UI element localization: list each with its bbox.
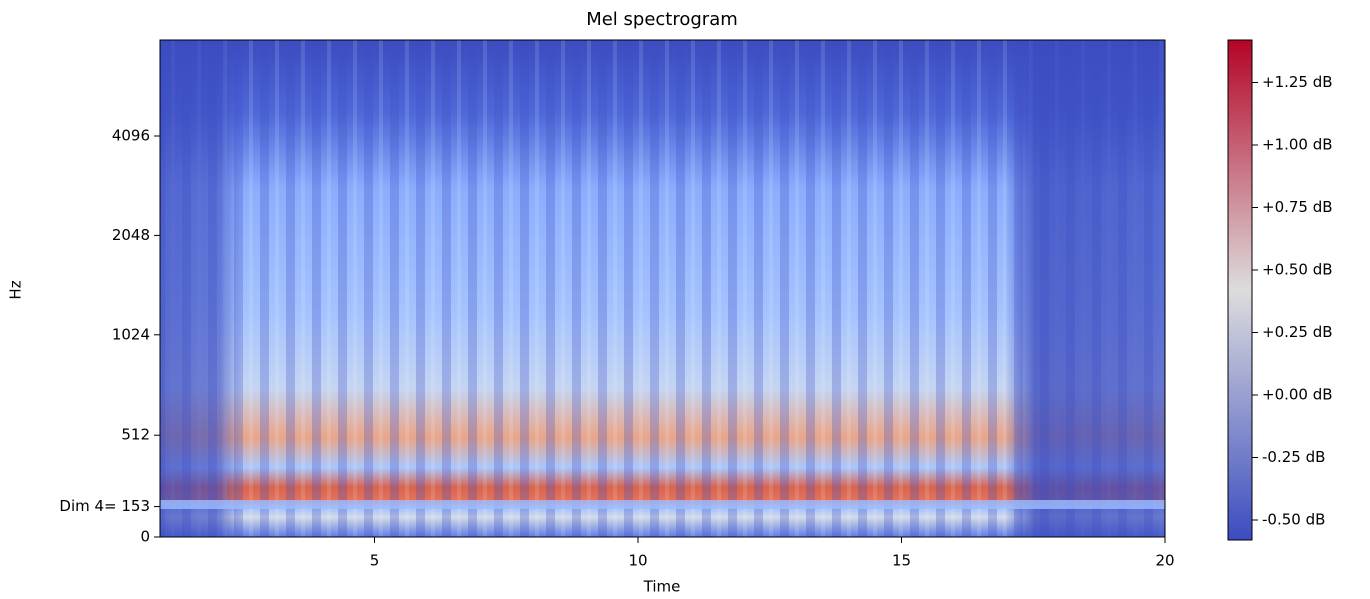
colorbar-tick-label: +0.25 dB xyxy=(1262,323,1333,341)
y-tick-label: 512 xyxy=(121,426,150,444)
colorbar-tick-label: -0.50 dB xyxy=(1262,511,1325,529)
y-axis-label: Hz xyxy=(7,280,25,299)
plot-frame xyxy=(159,39,1166,538)
y-tick-label: 4096 xyxy=(112,126,150,144)
x-tick-label: 10 xyxy=(628,552,647,570)
colorbar-tick-label: +0.75 dB xyxy=(1262,198,1333,216)
spectrogram-image xyxy=(160,40,1165,537)
y-tick-label: 2048 xyxy=(112,226,150,244)
colorbar-tick-label: +0.00 dB xyxy=(1262,386,1333,404)
colorbar xyxy=(1227,39,1253,541)
x-tick-label: 20 xyxy=(1155,552,1174,570)
chart-title: Mel spectrogram xyxy=(586,9,738,30)
y-tick-label: Dim 4= 153 xyxy=(59,497,150,515)
x-tick-label: 15 xyxy=(892,552,911,570)
x-tick-label: 5 xyxy=(370,552,380,570)
x-axis-label: Time xyxy=(643,578,681,596)
colorbar-tick-label: +0.50 dB xyxy=(1262,261,1333,279)
colorbar-tick-label: -0.25 dB xyxy=(1262,448,1325,466)
y-tick-label: 1024 xyxy=(112,325,150,343)
y-tick-label: 0 xyxy=(140,528,150,546)
colorbar-tick-label: +1.25 dB xyxy=(1262,73,1333,91)
colorbar-tick-label: +1.00 dB xyxy=(1262,136,1333,154)
